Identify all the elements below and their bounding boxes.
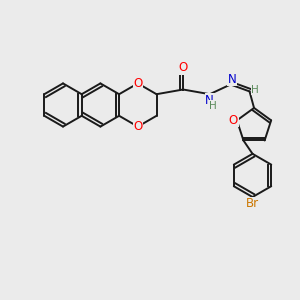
- Text: O: O: [178, 61, 188, 74]
- Text: N: N: [228, 73, 236, 85]
- Text: O: O: [133, 77, 142, 90]
- Text: Br: Br: [246, 197, 259, 210]
- Text: H: H: [251, 85, 259, 95]
- Text: O: O: [133, 120, 142, 133]
- Text: N: N: [205, 94, 214, 107]
- Text: O: O: [229, 114, 238, 127]
- Text: H: H: [209, 100, 217, 111]
